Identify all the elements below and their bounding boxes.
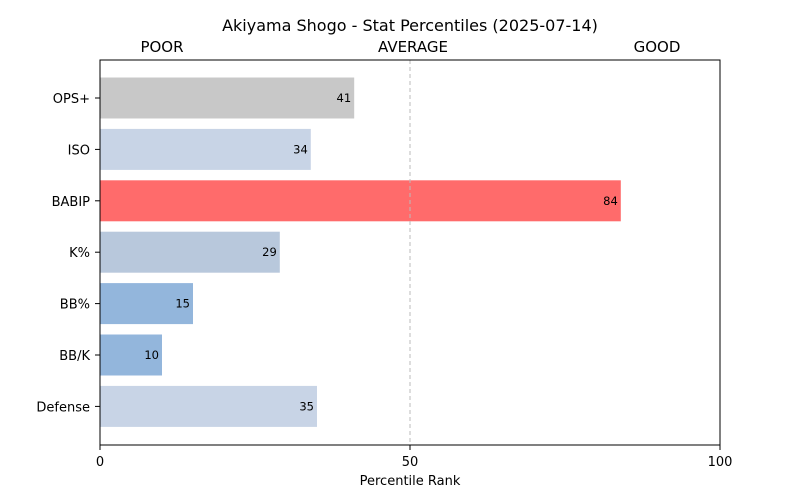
data-label-iso: 34 — [293, 142, 308, 156]
bar-bb — [100, 283, 193, 325]
x-tick-label-0: 0 — [96, 455, 104, 470]
bar-defense — [100, 385, 317, 427]
y-tick-label-ops: OPS+ — [53, 92, 90, 107]
y-tick-label-bb-k: BB/K — [59, 349, 90, 364]
data-label-defense: 35 — [299, 399, 314, 413]
y-tick-label-iso: ISO — [68, 143, 90, 158]
x-axis-label: Percentile Rank — [360, 474, 461, 489]
y-tick-label-bb: BB% — [60, 298, 90, 313]
bar-iso — [100, 128, 311, 170]
data-label-bb-k: 10 — [144, 348, 159, 362]
y-axis: OPS+ ISO BABIP K% BB% BB/K Defense — [36, 92, 100, 415]
x-axis: 0 50 100 — [96, 445, 733, 470]
y-tick-label-babip: BABIP — [52, 195, 91, 210]
y-tick-label-defense: Defense — [36, 400, 90, 415]
bar-bb-k — [100, 334, 162, 376]
y-tick-label-k: K% — [69, 246, 90, 261]
plot-frame — [99, 59, 721, 446]
zone-label-good: GOOD — [634, 38, 681, 56]
x-tick-label-100: 100 — [708, 455, 733, 470]
data-label-k: 29 — [262, 245, 277, 259]
bars-group: 41 34 84 29 15 10 35 — [100, 77, 621, 427]
zone-label-poor: POOR — [140, 38, 183, 56]
data-label-babip: 84 — [603, 194, 618, 208]
zone-label-average: AVERAGE — [378, 38, 448, 56]
bar-babip — [100, 180, 621, 222]
bar-k — [100, 231, 280, 273]
chart-title: Akiyama Shogo - Stat Percentiles (2025-0… — [222, 16, 598, 35]
data-label-bb: 15 — [175, 297, 190, 311]
x-tick-label-50: 50 — [402, 455, 419, 470]
bar-ops — [100, 77, 355, 119]
data-label-ops: 41 — [337, 91, 352, 105]
